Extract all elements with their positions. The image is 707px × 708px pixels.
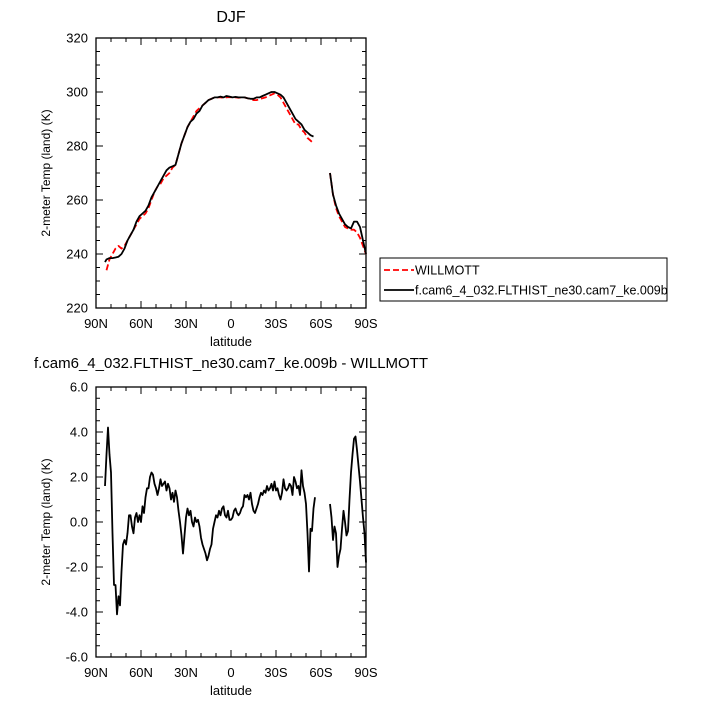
- x-tick-label: 30S: [264, 316, 287, 331]
- y-axis-label: 2-meter Temp (land) (K): [39, 458, 53, 585]
- x-tick-label: 60S: [309, 665, 332, 680]
- plot-frame: [95, 37, 367, 309]
- y-tick-label: 2.0: [70, 470, 88, 485]
- series-line-1: [329, 172, 367, 255]
- legend-label-0: WILLMOTT: [415, 264, 480, 278]
- y-tick-label: 0.0: [70, 515, 88, 530]
- chart-title: f.cam6_4_032.FLTHIST_ne30.cam7_ke.009b -…: [34, 355, 428, 372]
- x-axis-label: latitude: [210, 683, 252, 698]
- y-tick-label: 220: [66, 301, 88, 316]
- x-axis-label: latitude: [210, 334, 252, 349]
- x-tick-label: 60S: [309, 316, 332, 331]
- chart-title: DJF: [216, 9, 246, 26]
- y-tick-label: 300: [66, 85, 88, 100]
- x-tick-label: 0: [227, 665, 234, 680]
- x-tick-label: 60N: [129, 316, 153, 331]
- x-tick-label: 90N: [84, 665, 108, 680]
- legend-box: [379, 257, 668, 302]
- x-tick-label: 90S: [354, 665, 377, 680]
- y-tick-label: 280: [66, 139, 88, 154]
- y-tick-label: -4.0: [66, 605, 88, 620]
- y-tick-label: 6.0: [70, 380, 88, 395]
- x-tick-label: 30S: [264, 665, 287, 680]
- x-tick-label: 90S: [354, 316, 377, 331]
- y-tick-label: 240: [66, 247, 88, 262]
- y-tick-label: 260: [66, 193, 88, 208]
- series-line-1: [104, 91, 314, 263]
- legend-label-1: f.cam6_4_032.FLTHIST_ne30.cam7_ke.009b: [415, 284, 668, 298]
- y-tick-label: 4.0: [70, 425, 88, 440]
- x-tick-label: 30N: [174, 316, 198, 331]
- x-tick-label: 60N: [129, 665, 153, 680]
- series-line-0: [104, 426, 316, 616]
- y-tick-label: -6.0: [66, 650, 88, 665]
- series-line-0: [105, 92, 315, 271]
- x-tick-label: 90N: [84, 316, 108, 331]
- y-tick-label: -2.0: [66, 560, 88, 575]
- y-axis-label: 2-meter Temp (land) (K): [39, 109, 53, 236]
- y-tick-label: 320: [66, 31, 88, 46]
- series-line-0: [329, 435, 367, 568]
- x-tick-label: 30N: [174, 665, 198, 680]
- x-tick-label: 0: [227, 316, 234, 331]
- plot-frame: [95, 386, 367, 658]
- series-line-0: [329, 172, 367, 255]
